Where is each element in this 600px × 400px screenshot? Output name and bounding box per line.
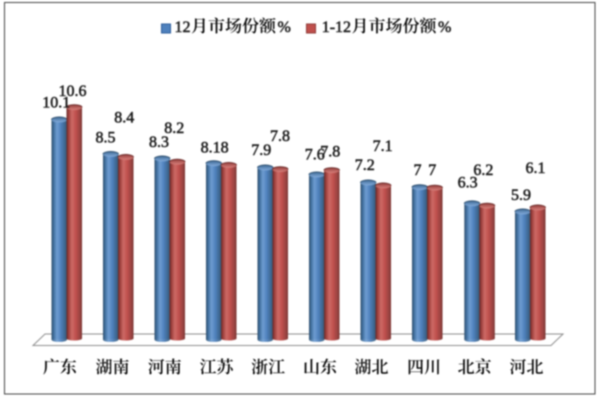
svg-text:10.6: 10.6 — [59, 83, 87, 100]
svg-text:8.2: 8.2 — [164, 120, 184, 137]
svg-text:7.2: 7.2 — [355, 157, 375, 174]
svg-text:7.8: 7.8 — [270, 128, 290, 145]
svg-text:8.5: 8.5 — [96, 130, 116, 147]
svg-text:10.1: 10.1 — [42, 95, 70, 112]
svg-text:6.1: 6.1 — [526, 160, 546, 177]
svg-text:7.8: 7.8 — [320, 143, 340, 160]
svg-text:7: 7 — [414, 162, 422, 179]
svg-text:7.9: 7.9 — [251, 142, 271, 159]
svg-text:7: 7 — [428, 162, 436, 179]
svg-text:5.9: 5.9 — [511, 187, 531, 204]
svg-text:7.6: 7.6 — [305, 146, 325, 163]
svg-text:1-12: 1-12 — [322, 19, 351, 36]
svg-text:6.3: 6.3 — [458, 174, 478, 191]
svg-text:%: % — [438, 19, 451, 36]
svg-text:7.1: 7.1 — [373, 138, 393, 155]
svg-text:8.18: 8.18 — [201, 140, 229, 157]
svg-text:6.2: 6.2 — [473, 162, 493, 179]
svg-text:8.4: 8.4 — [114, 110, 134, 127]
svg-text:12: 12 — [175, 19, 191, 36]
svg-text:8.3: 8.3 — [149, 134, 169, 151]
svg-text:%: % — [278, 19, 291, 36]
